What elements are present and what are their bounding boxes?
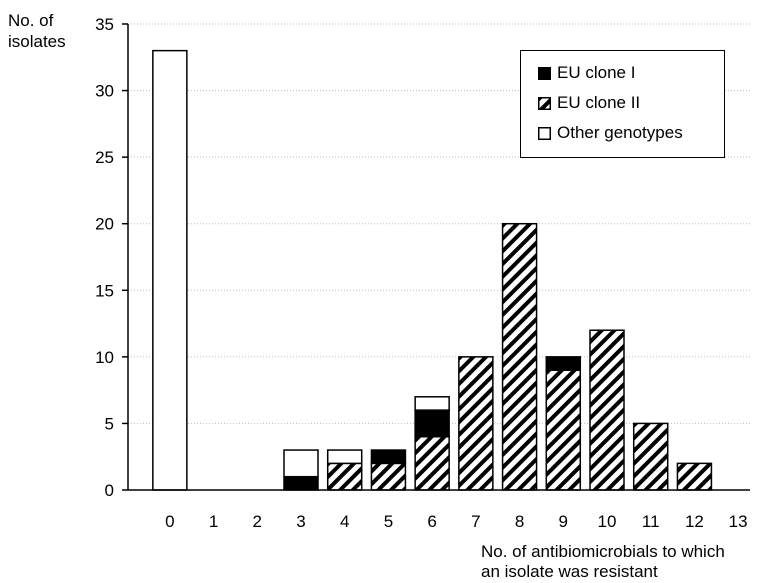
bar-segment-eu-clone-ii <box>589 329 625 491</box>
legend-label: Other genotypes <box>557 123 683 142</box>
x-tick-label: 2 <box>253 512 262 531</box>
x-tick-label: 4 <box>340 512 349 531</box>
x-tick-label: 10 <box>598 512 617 531</box>
bar-segment-eu-clone-ii <box>458 356 494 491</box>
x-tick-labels: 0 1 2 3 4 5 6 7 8 9 10 11 12 13 <box>165 512 747 531</box>
legend: EU clone I EU clone II Other genotypes <box>520 50 725 158</box>
bar-segment-eu-clone-ii <box>501 222 538 491</box>
x-tick-label: 5 <box>384 512 393 531</box>
bar-segment-eu-clone-ii <box>414 435 450 491</box>
bar-segment-eu-clone-i <box>370 449 407 465</box>
bar-segment-eu-clone-ii <box>326 462 363 491</box>
bar-segment-other-genotypes <box>152 49 188 491</box>
y-tick-label: 25 <box>95 148 114 167</box>
legend-swatch-solid <box>538 66 551 80</box>
y-axis-label: No. of isolates <box>8 11 66 51</box>
legend-swatch-white <box>538 126 551 140</box>
bar-segment-other-genotypes <box>414 396 450 411</box>
x-tick-label: 12 <box>685 512 704 531</box>
y-tick-label: 0 <box>105 481 114 500</box>
y-tick-labels: 0 5 10 15 20 25 30 35 <box>95 15 128 500</box>
x-tick-label: 8 <box>515 512 524 531</box>
bar-segment-eu-clone-ii <box>676 462 713 491</box>
legend-label: EU clone II <box>557 93 641 112</box>
x-tick-label: 9 <box>559 512 568 531</box>
bar-segment-eu-clone-ii <box>632 422 669 491</box>
x-tick-label: 11 <box>642 512 660 531</box>
x-tick-label: 7 <box>471 512 480 531</box>
x-tick-label: 13 <box>729 512 748 531</box>
y-tick-label: 30 <box>95 82 114 101</box>
bar-segment-eu-clone-i <box>283 475 319 491</box>
bar-segment-eu-clone-ii <box>545 369 582 491</box>
bar-segment-eu-clone-i <box>414 409 450 438</box>
x-tick-label: 3 <box>296 512 305 531</box>
bar-segment-eu-clone-ii <box>370 462 407 491</box>
x-tick-label: 1 <box>209 512 218 531</box>
x-tick-label: 0 <box>165 512 174 531</box>
y-tick-label: 35 <box>95 15 114 34</box>
legend-item-other-genotypes: Other genotypes <box>538 123 683 143</box>
y-tick-label: 20 <box>95 215 114 234</box>
legend-swatch-hatched <box>538 96 551 110</box>
y-tick-label: 5 <box>105 414 114 433</box>
y-tick-label: 10 <box>95 348 114 367</box>
bar-segment-other-genotypes <box>326 449 363 465</box>
axes <box>127 24 750 491</box>
x-tick-label: 6 <box>427 512 436 531</box>
bar-segment-eu-clone-i <box>545 356 582 371</box>
legend-item-eu-clone-ii: EU clone II <box>538 93 640 113</box>
legend-label: EU clone I <box>557 63 636 82</box>
x-axis-label: No. of antibiomicrobials to which an iso… <box>481 542 725 581</box>
legend-item-eu-clone-i: EU clone I <box>538 63 635 83</box>
bars <box>152 49 713 491</box>
y-tick-label: 15 <box>95 281 114 300</box>
bar-segment-other-genotypes <box>283 449 319 478</box>
